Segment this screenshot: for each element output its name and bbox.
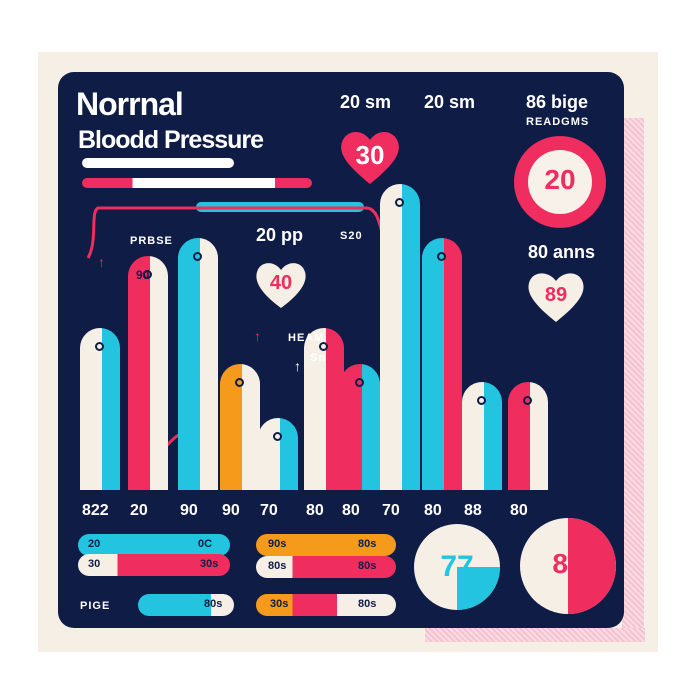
bar-label-57: 57 — [248, 354, 261, 366]
bar-marker — [235, 378, 244, 387]
bar-marker — [193, 252, 202, 261]
pill-bar-6 — [256, 594, 396, 616]
bar — [80, 328, 120, 490]
bar-label-90: 90 — [136, 268, 150, 282]
x-tick-label: 20 — [130, 502, 148, 519]
bar-area — [58, 72, 624, 628]
pill-text: 80s — [358, 560, 377, 572]
pill-text: 80s — [358, 598, 377, 610]
pill-bar-4 — [256, 556, 396, 578]
pill-text: 80s — [358, 538, 377, 550]
pill-bar-2 — [78, 554, 230, 576]
pill-text: 20 — [88, 538, 101, 550]
bar-marker — [523, 396, 532, 405]
pink-halftone-foot — [425, 628, 645, 642]
heart-value-40: 40 — [269, 272, 293, 294]
label-readgms: READGMS — [526, 116, 590, 128]
arrow-up-icon: ↑ — [254, 328, 261, 344]
title-progress-bar — [82, 178, 312, 188]
bar-marker — [395, 198, 404, 207]
heart-value-89: 89 — [544, 284, 568, 306]
x-tick-label: 80 — [510, 502, 528, 519]
title-line-1: Norrnal — [76, 86, 184, 122]
label-top-b: 20 sm — [424, 92, 476, 112]
label-sn: Sn — [310, 352, 327, 364]
x-tick-label: 90 — [180, 502, 198, 519]
pill-bar-5 — [138, 594, 234, 616]
pill-text: 90s — [268, 538, 287, 550]
label-prbse: PRBSE — [130, 235, 173, 247]
x-tick-label: 88 — [464, 502, 482, 519]
pill-text: 80s — [204, 598, 223, 610]
pill-text: 0C — [198, 538, 213, 550]
x-tick-label: 70 — [260, 502, 278, 519]
bar-label-40: 40 — [448, 148, 461, 160]
label-heam: HEAM — [288, 332, 325, 344]
pill-bar-1 — [78, 534, 230, 556]
pill-text: 30s — [270, 598, 289, 610]
label-s20: S20 — [340, 230, 363, 242]
circle-value-20: 20 — [544, 164, 576, 195]
bar-marker — [95, 342, 104, 351]
x-tick-label: 80 — [342, 502, 360, 519]
bar — [178, 238, 218, 490]
x-tick-label: 70 — [382, 502, 400, 519]
pill-text: 30 — [88, 558, 101, 570]
x-tick-label: 80 — [306, 502, 324, 519]
title-underline — [82, 158, 234, 168]
bar-marker — [143, 270, 152, 279]
bar — [258, 418, 298, 490]
bar — [380, 184, 420, 490]
heart-value-30: 30 — [355, 140, 385, 170]
pill-bar-3 — [256, 534, 396, 556]
bar — [422, 238, 462, 490]
x-tick-label: 90 — [222, 502, 240, 519]
title-line-2: Bloodd Pressure — [78, 126, 264, 154]
gauge-circle-77 — [414, 524, 500, 610]
x-tick-label: 80 — [424, 502, 442, 519]
bar-marker — [437, 252, 446, 261]
heart-icon — [256, 263, 306, 308]
reading-circle-inner — [528, 150, 592, 214]
label-top-a: 20 sm — [340, 92, 392, 112]
arrow-up-icon: ↑ — [294, 358, 301, 374]
bar-marker — [477, 396, 486, 405]
circle-value-80: 80 — [552, 548, 584, 579]
circle-value-77: 77 — [440, 550, 474, 583]
infographic-panel: Norrnal Bloodd Pressure PRBSE 90 20 pp S… — [58, 72, 624, 628]
label-pige: PIGE — [80, 600, 111, 612]
gauge-circle-80 — [520, 518, 616, 614]
pink-halftone-edge — [622, 118, 644, 638]
bar — [128, 256, 168, 490]
bar-marker — [273, 432, 282, 441]
bar — [304, 328, 344, 490]
label-20pp: 20 pp — [256, 225, 304, 245]
label-80-anns: 80 anns — [528, 242, 596, 262]
heart-icon — [528, 273, 584, 322]
arrow-up-icon: ↑ — [98, 254, 105, 270]
bar-marker — [355, 378, 364, 387]
x-tick-label: 822 — [82, 502, 109, 519]
bar-marker — [319, 342, 328, 351]
heart-icon — [341, 131, 399, 184]
pill-text: 30s — [200, 558, 219, 570]
label-top-c: 86 bige — [526, 92, 589, 112]
pill-text: 80s — [268, 560, 287, 572]
